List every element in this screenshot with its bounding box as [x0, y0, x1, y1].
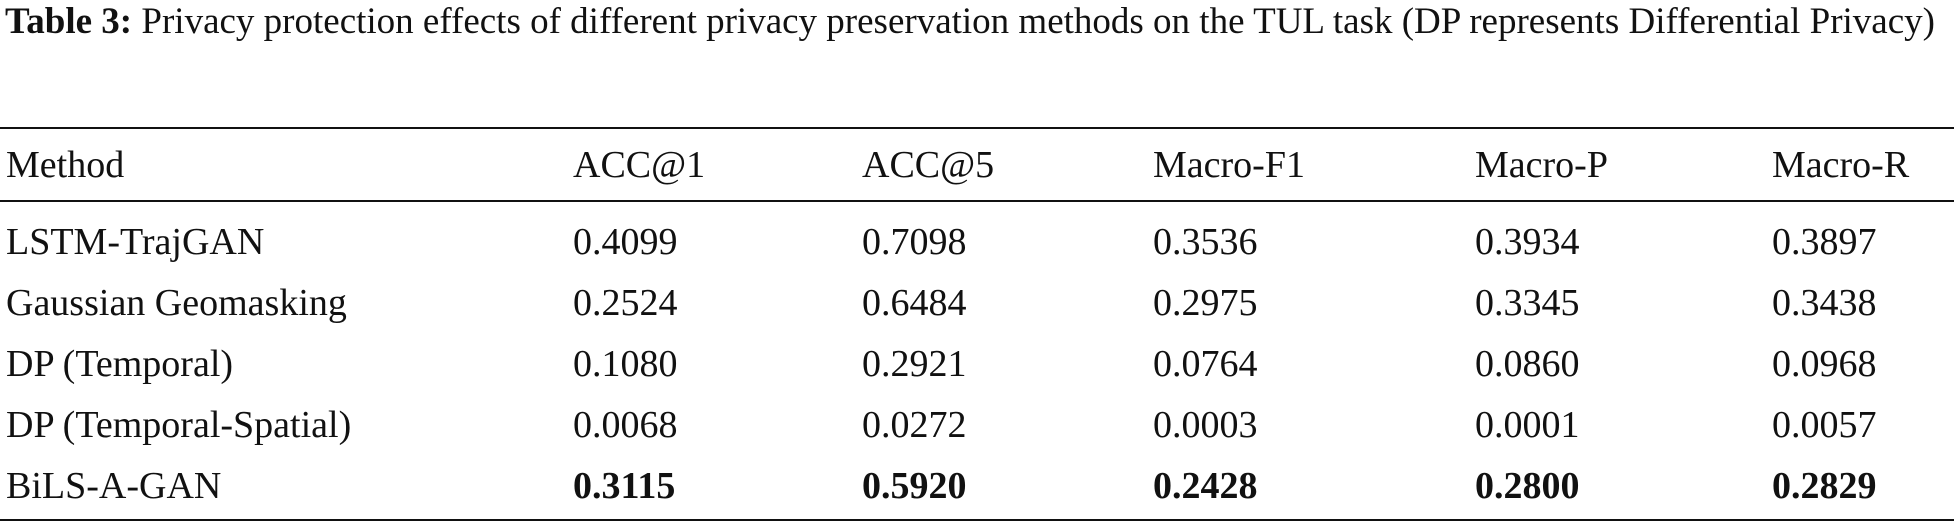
cell-acc1: 0.0068 [573, 404, 678, 446]
table-row: LSTM-TrajGAN 0.4099 0.7098 0.3536 0.3934… [0, 212, 1954, 272]
header-acc5: ACC@5 [862, 144, 995, 186]
table-header-rule [0, 200, 1954, 202]
cell-macro-p: 0.3934 [1475, 221, 1580, 263]
header-method: Method [6, 144, 125, 186]
cell-macro-f1: 0.0003 [1153, 404, 1258, 446]
cell-macro-r: 0.0968 [1772, 343, 1877, 385]
header-macro-p: Macro-P [1475, 144, 1608, 186]
cell-macro-p: 0.0001 [1475, 404, 1580, 446]
cell-macro-f1: 0.2428 [1153, 465, 1258, 507]
table-header-row: Method ACC@1 ACC@5 Macro-F1 Macro-P Macr… [0, 135, 1954, 195]
table-caption-text: Privacy protection effects of different … [132, 1, 1935, 42]
table-row: DP (Temporal) 0.1080 0.2921 0.0764 0.086… [0, 334, 1954, 394]
cell-acc5: 0.5920 [862, 465, 967, 507]
cell-macro-p: 0.0860 [1475, 343, 1580, 385]
table-row: DP (Temporal-Spatial) 0.0068 0.0272 0.00… [0, 395, 1954, 455]
cell-macro-f1: 0.3536 [1153, 221, 1258, 263]
cell-acc5: 0.0272 [862, 404, 967, 446]
header-macro-f1: Macro-F1 [1153, 144, 1305, 186]
row-method: DP (Temporal) [6, 343, 234, 385]
table-row-highlighted: BiLS-A-GAN 0.3115 0.5920 0.2428 0.2800 0… [0, 456, 1954, 516]
cell-macro-r: 0.0057 [1772, 404, 1877, 446]
table-caption-label: Table 3: [5, 1, 133, 42]
cell-acc1: 0.4099 [573, 221, 678, 263]
cell-macro-r: 0.2829 [1772, 465, 1877, 507]
cell-acc1: 0.2524 [573, 282, 678, 324]
row-method: Gaussian Geomasking [6, 282, 347, 324]
table-top-rule [0, 127, 1954, 129]
table-bottom-rule [0, 519, 1954, 521]
cell-macro-f1: 0.0764 [1153, 343, 1258, 385]
cell-macro-r: 0.3438 [1772, 282, 1877, 324]
row-method: DP (Temporal-Spatial) [6, 404, 352, 446]
row-method: BiLS-A-GAN [6, 465, 222, 507]
cell-acc5: 0.2921 [862, 343, 967, 385]
cell-acc1: 0.1080 [573, 343, 678, 385]
cell-acc5: 0.7098 [862, 221, 967, 263]
header-acc1: ACC@1 [573, 144, 706, 186]
table-row: Gaussian Geomasking 0.2524 0.6484 0.2975… [0, 273, 1954, 333]
cell-macro-f1: 0.2975 [1153, 282, 1258, 324]
cell-macro-p: 0.2800 [1475, 465, 1580, 507]
header-macro-r: Macro-R [1772, 144, 1910, 186]
table-caption: Table 3: Privacy protection effects of d… [5, 0, 1949, 44]
cell-acc1: 0.3115 [573, 465, 676, 507]
cell-macro-p: 0.3345 [1475, 282, 1580, 324]
cell-macro-r: 0.3897 [1772, 221, 1877, 263]
cell-acc5: 0.6484 [862, 282, 967, 324]
row-method: LSTM-TrajGAN [6, 221, 265, 263]
